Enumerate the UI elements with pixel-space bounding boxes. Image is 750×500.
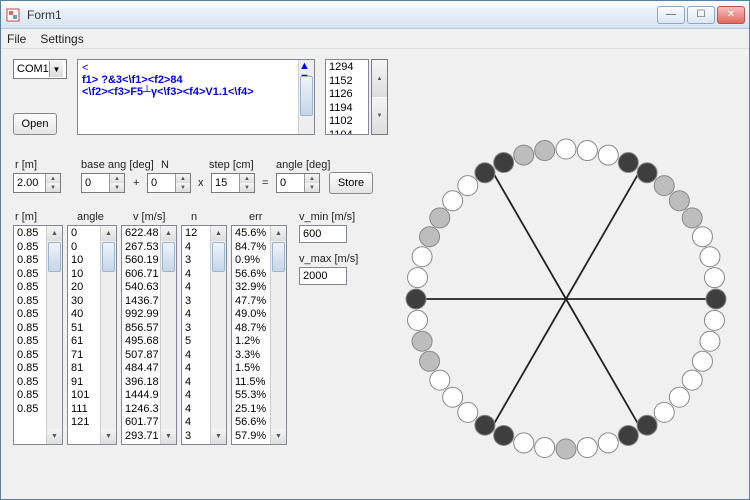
col-err-list[interactable]: 45.6% 84.7% 0.9% 56.6% 32.9% 47.7% 49.0%…: [231, 225, 287, 445]
col-n-header: n: [191, 211, 197, 223]
log-line-3: <\f2><f3>F5┴γ<\f3><f4>V1.1<\f4>: [82, 86, 310, 98]
scroll-thumb[interactable]: [300, 76, 313, 116]
menu-bar: File Settings: [1, 29, 749, 49]
angle-input[interactable]: 0▲▼: [276, 173, 320, 193]
scrollbar[interactable]: ▲▼: [160, 226, 176, 444]
menu-settings[interactable]: Settings: [40, 32, 83, 46]
window-controls: — ☐ ✕: [657, 6, 745, 24]
menu-file[interactable]: File: [7, 32, 26, 46]
open-button-label: Open: [22, 118, 49, 130]
step-input[interactable]: 15▲▼: [211, 173, 255, 193]
scroll-up-icon[interactable]: ▲: [299, 60, 314, 72]
values-list-items: 1294 1152 1126 1194 1102 1104: [326, 60, 368, 135]
plus-label: +: [133, 177, 139, 189]
radar-plot: [381, 79, 750, 499]
n-input[interactable]: 0▲▼: [147, 173, 191, 193]
col-angle-list[interactable]: 0 0 10 10 20 30 40 51 61 71 81 91 101 11…: [67, 225, 117, 445]
maximize-button[interactable]: ☐: [687, 6, 715, 24]
n-label: N: [161, 159, 169, 171]
store-button[interactable]: Store: [329, 172, 373, 194]
col-r-list[interactable]: 0.85 0.85 0.85 0.85 0.85 0.85 0.85 0.85 …: [13, 225, 63, 445]
app-window: Form1 — ☐ ✕ File Settings COM1 ▼ Open < …: [0, 0, 750, 500]
log-textbox[interactable]: < f1> ?&3<\f1><f2>84 <\f2><f3>F5┴γ<\f3><…: [77, 59, 315, 135]
angle-label: angle [deg]: [276, 159, 330, 171]
com-port-value: COM1: [17, 63, 49, 75]
base-angle-input[interactable]: 0▲▼: [81, 173, 125, 193]
title-bar: Form1 — ☐ ✕: [1, 1, 749, 29]
col-angle-header: angle: [77, 211, 104, 223]
col-n-list[interactable]: 12 4 3 4 4 3 4 3 5 4 4 4 4 4 4 3▲▼: [181, 225, 227, 445]
client-area: COM1 ▼ Open < f1> ?&3<\f1><f2>84 <\f2><f…: [1, 49, 749, 499]
vmax-label: v_max [m/s]: [299, 253, 358, 265]
base-angle-label: base ang [deg]: [81, 159, 154, 171]
minimize-button[interactable]: —: [657, 6, 685, 24]
scrollbar[interactable]: ▲▼: [210, 226, 226, 444]
times-label: x: [198, 177, 204, 189]
col-v-list[interactable]: 622.48 267.53 560.19 606.71 540.63 1436.…: [121, 225, 177, 445]
scrollbar[interactable]: ▲▼: [100, 226, 116, 444]
open-button[interactable]: Open: [13, 113, 57, 135]
close-button[interactable]: ✕: [717, 6, 745, 24]
chevron-down-icon: ▼: [49, 61, 63, 77]
col-err-header: err: [249, 211, 262, 223]
r-label: r [m]: [15, 159, 37, 171]
com-port-select[interactable]: COM1 ▼: [13, 59, 67, 79]
vmax-input[interactable]: 2000: [299, 267, 347, 285]
col-r-header: r [m]: [15, 211, 37, 223]
app-icon: [5, 7, 21, 23]
window-title: Form1: [27, 8, 657, 22]
col-v-header: v [m/s]: [133, 211, 165, 223]
values-list[interactable]: 1294 1152 1126 1194 1102 1104: [325, 59, 369, 135]
log-line-2: f1> ?&3<\f1><f2>84: [82, 74, 310, 86]
vmin-label: v_min [m/s]: [299, 211, 355, 223]
scrollbar[interactable]: ▲▼: [270, 226, 286, 444]
eq-label: =: [262, 177, 268, 189]
log-line-1: <: [82, 62, 310, 74]
vmin-input[interactable]: 600: [299, 225, 347, 243]
log-scrollbar[interactable]: ▲ ▼: [298, 60, 314, 134]
r-input[interactable]: 2.00▲▼: [13, 173, 61, 193]
step-label: step [cm]: [209, 159, 254, 171]
scrollbar[interactable]: ▲▼: [46, 226, 62, 444]
